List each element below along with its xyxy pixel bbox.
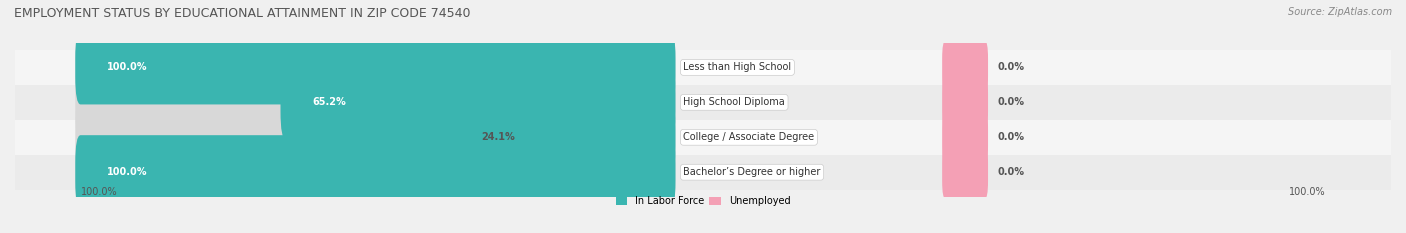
Text: 100.0%: 100.0% (80, 187, 117, 197)
Text: 0.0%: 0.0% (998, 62, 1025, 72)
Text: 24.1%: 24.1% (481, 132, 515, 142)
Text: 100.0%: 100.0% (107, 167, 148, 177)
Bar (15, 155, 1391, 190)
Text: Source: ZipAtlas.com: Source: ZipAtlas.com (1288, 7, 1392, 17)
FancyBboxPatch shape (76, 135, 675, 209)
Text: 100.0%: 100.0% (107, 62, 148, 72)
FancyBboxPatch shape (942, 76, 988, 129)
Bar (15, 120, 1391, 155)
Text: Bachelor’s Degree or higher: Bachelor’s Degree or higher (683, 167, 821, 177)
FancyBboxPatch shape (76, 100, 675, 174)
Text: High School Diploma: High School Diploma (683, 97, 785, 107)
FancyBboxPatch shape (76, 30, 675, 104)
FancyBboxPatch shape (76, 135, 675, 209)
Text: Less than High School: Less than High School (683, 62, 792, 72)
Text: 100.0%: 100.0% (1289, 187, 1326, 197)
Text: EMPLOYMENT STATUS BY EDUCATIONAL ATTAINMENT IN ZIP CODE 74540: EMPLOYMENT STATUS BY EDUCATIONAL ATTAINM… (14, 7, 471, 20)
FancyBboxPatch shape (942, 41, 988, 94)
Text: College / Associate Degree: College / Associate Degree (683, 132, 814, 142)
FancyBboxPatch shape (76, 30, 675, 104)
Bar (15, 85, 1391, 120)
FancyBboxPatch shape (523, 100, 675, 174)
Legend: In Labor Force, Unemployed: In Labor Force, Unemployed (612, 192, 794, 210)
FancyBboxPatch shape (942, 111, 988, 164)
Bar (15, 50, 1391, 85)
FancyBboxPatch shape (942, 146, 988, 199)
Text: 65.2%: 65.2% (312, 97, 346, 107)
Text: 0.0%: 0.0% (998, 167, 1025, 177)
FancyBboxPatch shape (76, 65, 675, 139)
Text: 0.0%: 0.0% (998, 97, 1025, 107)
Text: 0.0%: 0.0% (998, 132, 1025, 142)
FancyBboxPatch shape (281, 65, 675, 139)
